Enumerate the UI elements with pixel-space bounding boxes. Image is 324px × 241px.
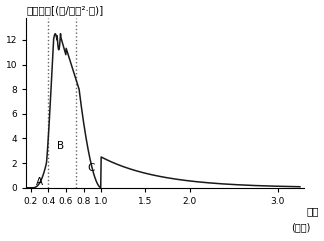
Text: B: B bbox=[57, 141, 64, 151]
Text: C: C bbox=[87, 163, 94, 173]
Text: A: A bbox=[36, 177, 43, 187]
Text: (微米): (微米) bbox=[291, 222, 310, 232]
Text: 波长: 波长 bbox=[306, 206, 318, 216]
Text: 辐射能力[(焦/厘米²·分)]: 辐射能力[(焦/厘米²·分)] bbox=[26, 6, 103, 16]
